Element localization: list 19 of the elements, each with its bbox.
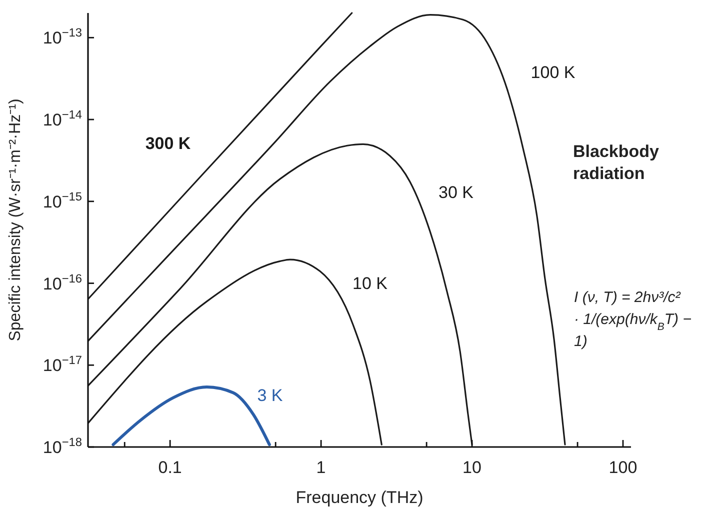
y-tick-label: 10$^{−16}$ [42,271,82,294]
x-tick-label: 10 [462,458,482,477]
y-tick-label: 10$^{−17}$ [42,353,82,376]
y-tick-label: 10$^{−18}$ [42,435,82,457]
series-label: 30 K [438,183,474,202]
series-label: 300 K [145,134,192,153]
series-label: 3 K [257,386,284,405]
y-tick-label: 10$^{−13}$ [42,26,82,48]
x-tick-label: 100 [608,458,638,477]
text: I (ν, T) = 2hν³/c² · 1/(exp(hν/k$_{B}$T) − 1) [574,289,692,350]
series-label: 10 K [352,274,388,293]
y-axis-title: Specific intensity (W·sr⁻¹·m⁻²·Hz⁻¹) [7,98,24,342]
x-axis-title: Frequency (THz) [296,488,424,507]
series-label: 100 K [530,63,576,82]
y-tick-label: 10$^{−14}$ [42,108,82,130]
y-tick-label: 10$^{−15}$ [42,189,82,212]
text: Blackbody radiation [573,142,660,183]
x-tick-label: 1 [316,458,326,477]
x-tick-label: 0.1 [158,458,182,477]
